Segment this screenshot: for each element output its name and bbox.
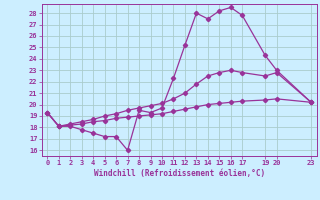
X-axis label: Windchill (Refroidissement éolien,°C): Windchill (Refroidissement éolien,°C) bbox=[94, 169, 265, 178]
